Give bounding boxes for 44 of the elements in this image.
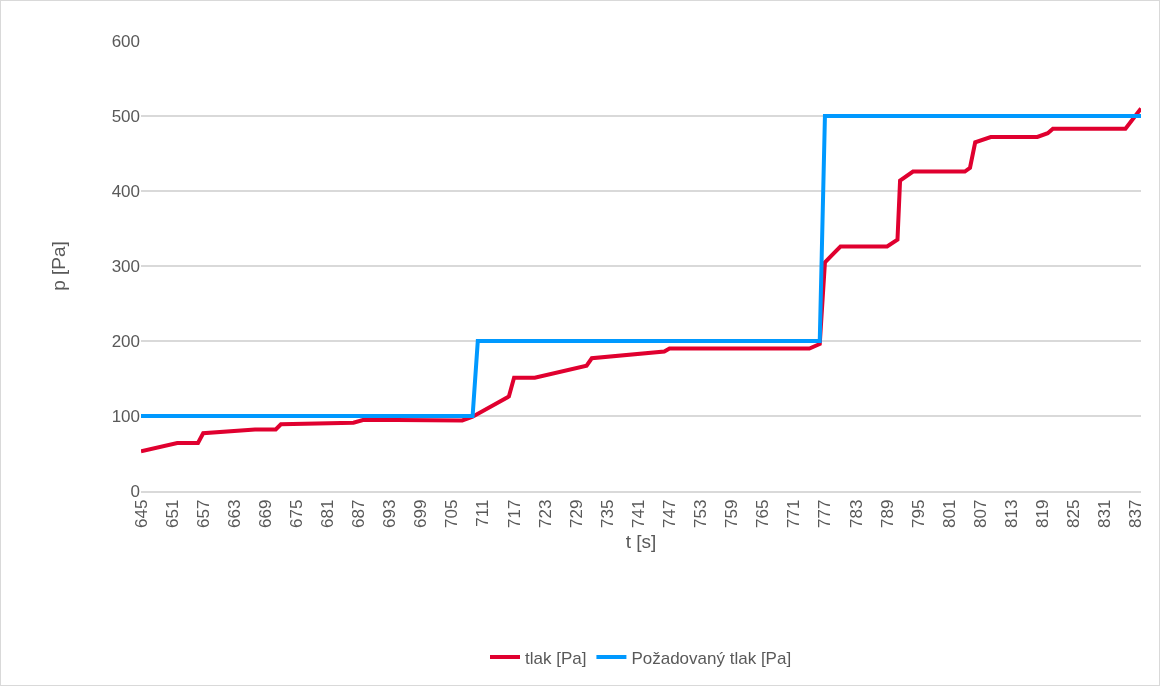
y-tick-label: 400 — [111, 181, 140, 201]
x-tick-label: 771 — [784, 499, 804, 528]
y-tick-label: 0 — [130, 481, 140, 501]
x-tick-label: 777 — [815, 499, 835, 528]
x-tick-label: 699 — [411, 499, 431, 528]
x-tick-label: 687 — [349, 499, 369, 528]
x-tick-label: 711 — [473, 499, 493, 527]
x-tick-label: 663 — [224, 499, 244, 528]
x-tick-label: 807 — [970, 499, 990, 528]
y-tick-label: 500 — [111, 106, 140, 126]
x-tick-label: 765 — [753, 499, 773, 528]
x-tick-label: 813 — [1001, 499, 1021, 528]
x-tick-label: 735 — [597, 499, 617, 528]
y-tick-label: 100 — [111, 406, 140, 426]
x-tick-label: 801 — [939, 499, 959, 528]
x-tick-label: 831 — [1095, 499, 1115, 528]
x-tick-label: 693 — [380, 499, 400, 528]
x-tick-label: 837 — [1126, 499, 1146, 528]
x-tick-label: 789 — [877, 499, 897, 528]
y-tick-label: 600 — [111, 31, 140, 51]
x-tick-label: 651 — [162, 499, 182, 528]
x-axis-title: t [s] — [625, 531, 657, 553]
y-tick-label: 200 — [111, 331, 140, 351]
x-tick-label: 657 — [193, 499, 213, 528]
y-axis-title: p [Pa] — [48, 241, 70, 291]
x-tick-label: 729 — [566, 499, 586, 528]
x-tick-label: 669 — [255, 499, 275, 528]
x-tick-label: 783 — [846, 499, 866, 528]
y-tick-label: 300 — [111, 256, 140, 276]
x-tick-label: 741 — [628, 499, 648, 528]
x-tick-label: 723 — [535, 499, 555, 528]
x-tick-label: 675 — [286, 499, 306, 528]
x-tick-label: 759 — [722, 499, 742, 528]
x-tick-label: 753 — [691, 499, 711, 528]
x-tick-label: 717 — [504, 499, 524, 528]
x-tick-label: 705 — [442, 499, 462, 528]
legend-label: tlak [Pa] — [525, 648, 587, 668]
x-tick-label: 795 — [908, 499, 928, 528]
x-tick-label: 825 — [1064, 499, 1084, 528]
x-tick-label: 645 — [131, 499, 151, 528]
legend-label: Požadovaný tlak [Pa] — [631, 648, 792, 668]
x-tick-label: 681 — [318, 499, 338, 528]
x-tick-label: 747 — [660, 499, 680, 528]
x-tick-label: 819 — [1033, 499, 1053, 528]
